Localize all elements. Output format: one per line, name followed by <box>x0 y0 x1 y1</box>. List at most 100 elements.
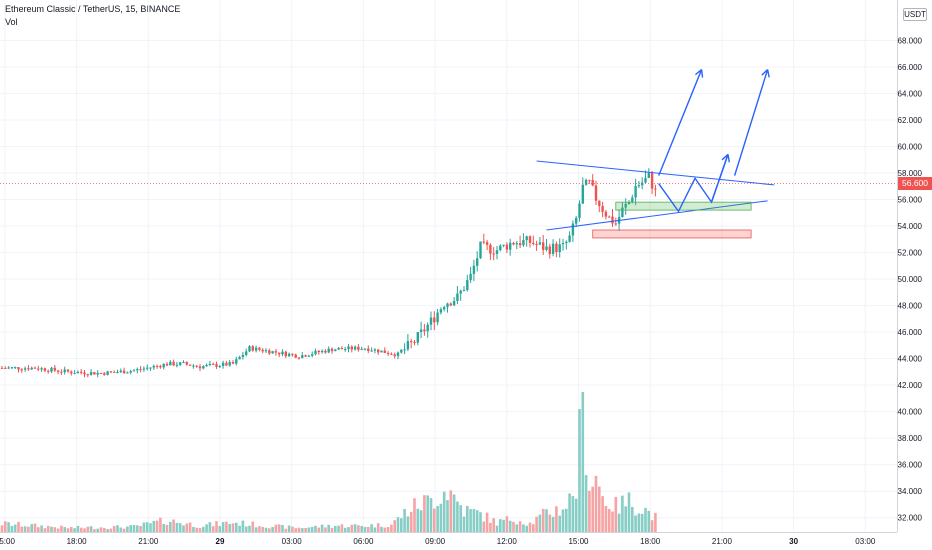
volume-bar <box>386 526 390 532</box>
volume-bar <box>337 525 340 532</box>
time-tick-label: 03:00 <box>282 537 303 546</box>
volume-bar <box>508 520 512 532</box>
candle-body <box>53 367 56 371</box>
candle-body <box>386 352 390 354</box>
volume-bar <box>466 505 469 532</box>
candle-body <box>621 207 624 218</box>
volume-bar <box>287 525 291 532</box>
candle-body <box>499 245 502 251</box>
candle-body <box>248 346 251 352</box>
candle-body <box>80 371 83 373</box>
volume-bar <box>218 526 222 532</box>
candle-body <box>89 372 93 375</box>
candle-body <box>644 177 647 183</box>
candle-body <box>218 366 221 368</box>
volume-bar <box>462 516 466 532</box>
candle-body <box>17 367 20 370</box>
candle-body <box>505 244 509 250</box>
candle-body <box>281 351 284 355</box>
volume-bar <box>268 528 271 532</box>
price-tick-label: 48.000 <box>898 302 923 311</box>
candle-body <box>449 303 452 306</box>
price-tick-label: 64.000 <box>898 89 923 98</box>
volume-bar <box>175 522 179 532</box>
volume-bar <box>588 490 591 532</box>
price-tick-label: 56.000 <box>898 196 923 205</box>
volume-bar <box>419 510 423 532</box>
candle-body <box>515 243 518 245</box>
volume-bar <box>274 524 278 532</box>
candle-body <box>512 242 515 245</box>
candle-body <box>43 368 47 371</box>
price-tick-label: 36.000 <box>898 461 923 470</box>
volume-bar <box>241 520 245 532</box>
volume-bar <box>449 490 453 532</box>
candle-body <box>367 348 370 351</box>
volume-bar <box>617 513 621 532</box>
volume-bar <box>512 521 515 532</box>
volume-bar <box>574 498 578 532</box>
currency-button[interactable]: USDT <box>903 8 927 21</box>
time-tick-label: 30 <box>789 537 798 546</box>
time-tick-label: 12:00 <box>497 537 518 546</box>
candle-body <box>383 350 386 353</box>
price-tick-label: 44.000 <box>898 355 923 364</box>
volume-bar <box>294 528 297 532</box>
volume-bar <box>433 508 436 532</box>
stop-zone <box>592 229 752 239</box>
volume-bar <box>159 517 162 532</box>
candle-body <box>93 372 96 375</box>
volume-bar <box>584 475 588 532</box>
volume-bar <box>122 528 126 532</box>
candle-body <box>116 372 119 374</box>
volume-bar <box>37 527 40 532</box>
candle-body <box>7 367 10 369</box>
volume-bar <box>327 524 330 532</box>
price-tick-label: 50.000 <box>898 275 923 284</box>
candle-body <box>654 188 657 190</box>
candle-body <box>426 324 429 332</box>
candle-body <box>99 372 103 374</box>
candle-body <box>304 355 307 357</box>
candle-body <box>320 350 324 353</box>
volume-bar <box>561 509 565 532</box>
candle-body <box>492 253 495 255</box>
candle-body <box>0 367 4 369</box>
volume-bar <box>644 507 647 532</box>
candle-body <box>139 369 142 371</box>
candle-body <box>555 243 558 253</box>
volume-bar <box>376 523 380 532</box>
volume-bar <box>251 521 255 532</box>
candle-body <box>347 346 350 350</box>
candle-body <box>601 206 604 212</box>
candle-body <box>429 317 433 325</box>
volume-bar <box>403 509 406 532</box>
volume-bar <box>525 525 528 532</box>
candle-body <box>56 370 60 372</box>
volume-bar <box>489 522 492 532</box>
volume-bar <box>532 524 535 532</box>
candle-body <box>212 363 215 365</box>
candle-body <box>264 350 268 352</box>
price-tick-label: 68.000 <box>898 36 923 45</box>
volume-bar <box>43 528 47 532</box>
volume-bar <box>472 509 476 532</box>
candle-body <box>650 173 654 189</box>
candle-body <box>350 346 353 350</box>
volume-bar <box>406 516 410 532</box>
target-arrow-1 <box>658 69 703 176</box>
candle-body <box>109 371 113 373</box>
candle-body <box>169 361 172 366</box>
candle-body <box>251 346 254 351</box>
volume-bar <box>264 527 268 532</box>
candle-body <box>403 349 406 351</box>
upper-trendline <box>536 160 775 186</box>
volume-bar <box>142 522 146 532</box>
candle-body <box>225 362 228 366</box>
volume-bar <box>7 522 10 532</box>
candle-body <box>396 352 400 357</box>
volume-bar <box>172 519 175 532</box>
volume-bar <box>70 526 73 532</box>
candle-body <box>324 350 327 353</box>
